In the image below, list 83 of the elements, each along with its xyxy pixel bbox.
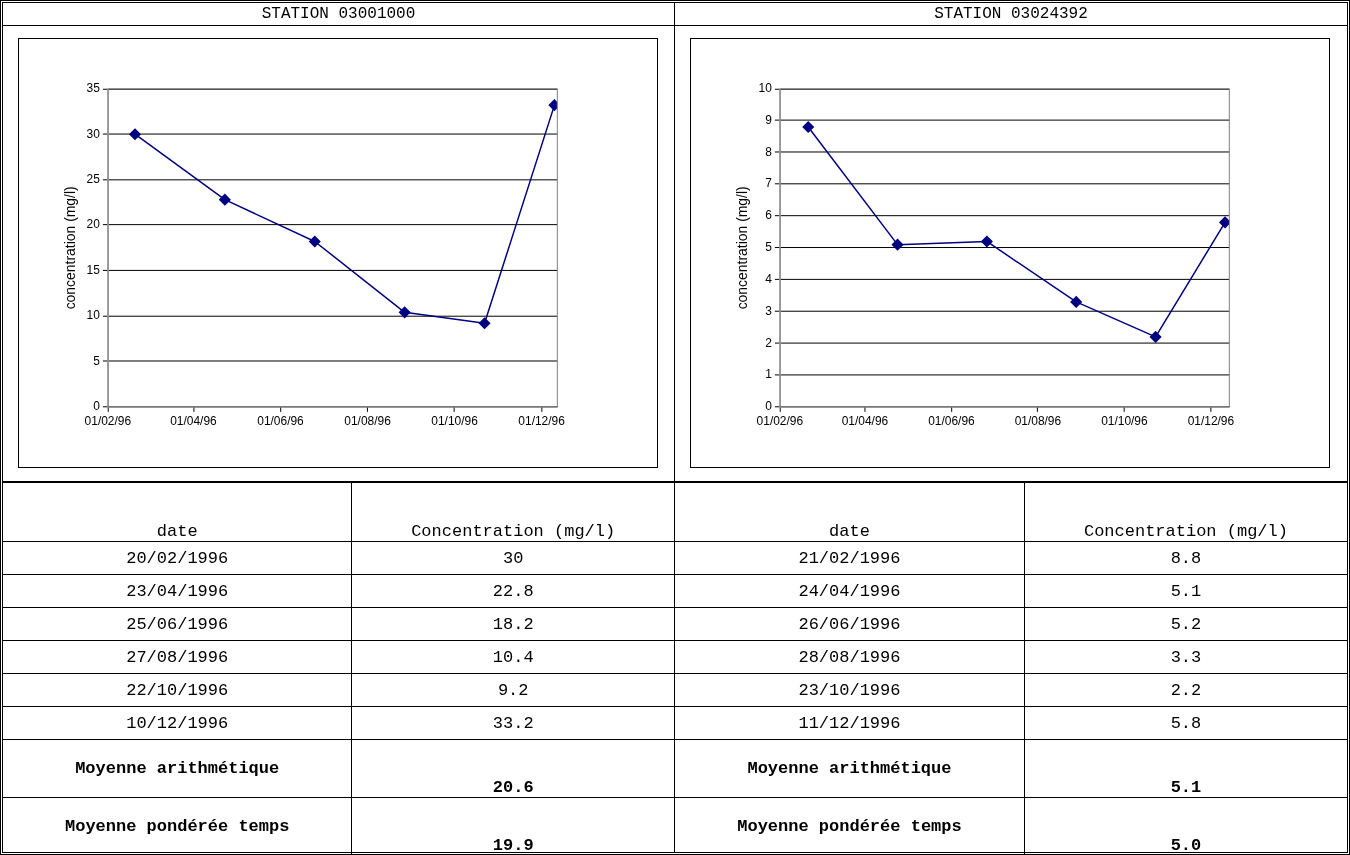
point bbox=[129, 128, 141, 140]
y-tick-label: 10 bbox=[86, 308, 101, 323]
text: 5.1 bbox=[1024, 739, 1347, 798]
x-tick-label: 01/10/96 bbox=[431, 414, 479, 429]
text: 27/08/1996 bbox=[3, 640, 352, 674]
text: Moyenne arithmétique bbox=[3, 739, 352, 798]
text: 8.8 bbox=[1024, 541, 1347, 575]
y-axis-title: concentration (mg/l) bbox=[62, 186, 79, 310]
point bbox=[219, 193, 231, 206]
text: 26/06/1996 bbox=[675, 607, 1025, 641]
point bbox=[981, 235, 993, 248]
text: 28/08/1996 bbox=[675, 640, 1025, 674]
y-tick-label: 8 bbox=[765, 144, 773, 159]
x-tick-label: 01/02/96 bbox=[756, 414, 804, 429]
text: 25/06/1996 bbox=[3, 607, 352, 641]
y-axis-title: concentration (mg/l) bbox=[734, 186, 751, 310]
x-tick-label: 01/04/96 bbox=[170, 414, 218, 429]
text: 22.8 bbox=[351, 574, 674, 608]
point bbox=[548, 99, 558, 111]
x-tick-label: 01/12/96 bbox=[1187, 414, 1235, 429]
x-tick-label: 01/06/96 bbox=[257, 414, 305, 429]
text: 20/02/1996 bbox=[3, 541, 352, 575]
x-tick-label: 01/04/96 bbox=[841, 414, 889, 429]
x-tick-label: 01/08/96 bbox=[344, 414, 392, 429]
point bbox=[478, 317, 491, 329]
text: 23/10/1996 bbox=[675, 673, 1025, 707]
text: date bbox=[675, 482, 1025, 542]
chart-title: STATION 03001000 bbox=[3, 3, 674, 26]
x-tick-label: 01/10/96 bbox=[1101, 414, 1149, 429]
y-tick-label: 10 bbox=[758, 81, 773, 96]
point bbox=[398, 306, 411, 319]
x-tick-label: 01/08/96 bbox=[1014, 414, 1062, 429]
y-tick-label: 25 bbox=[86, 171, 101, 186]
y-tick-label: 30 bbox=[86, 126, 101, 141]
text: 19.9 bbox=[351, 797, 674, 855]
y-tick-label: 4 bbox=[765, 271, 773, 286]
x-tick-label: 01/12/96 bbox=[518, 414, 566, 429]
y-tick-label: 3 bbox=[765, 303, 773, 318]
text: 10.4 bbox=[351, 640, 674, 674]
y-tick-label: 35 bbox=[86, 81, 101, 96]
y-tick-label: 7 bbox=[765, 176, 773, 191]
text: 18.2 bbox=[351, 607, 674, 641]
y-tick-label: 15 bbox=[86, 262, 101, 277]
y-tick-label: 2 bbox=[765, 335, 773, 350]
text: Moyenne pondérée temps bbox=[3, 797, 352, 855]
point bbox=[1070, 296, 1082, 308]
text: 2.2 bbox=[1024, 673, 1347, 707]
text: 10/12/1996 bbox=[3, 706, 352, 740]
text: Concentration (mg/l) bbox=[351, 482, 674, 542]
point bbox=[309, 235, 321, 248]
y-tick-label: 0 bbox=[93, 399, 101, 414]
text: Concentration (mg/l) bbox=[1024, 482, 1347, 542]
y-tick-label: 6 bbox=[765, 208, 773, 223]
y-tick-label: 20 bbox=[86, 217, 101, 232]
chart-title: STATION 03024392 bbox=[675, 3, 1347, 26]
text: 3.3 bbox=[1024, 640, 1347, 674]
text: 23/04/1996 bbox=[3, 574, 352, 608]
point bbox=[1219, 216, 1230, 229]
text: 5.2 bbox=[1024, 607, 1347, 641]
text: 5.0 bbox=[1024, 797, 1347, 855]
x-tick-label: 01/06/96 bbox=[928, 414, 976, 429]
point bbox=[891, 238, 904, 251]
text: 11/12/1996 bbox=[675, 706, 1025, 740]
y-tick-label: 5 bbox=[765, 240, 773, 255]
text: date bbox=[3, 482, 352, 542]
text: 5.8 bbox=[1024, 706, 1347, 740]
y-tick-label: 9 bbox=[765, 112, 773, 127]
text: 22/10/1996 bbox=[3, 673, 352, 707]
text: 9.2 bbox=[351, 673, 674, 707]
text: 24/04/1996 bbox=[675, 574, 1025, 608]
text: 20.6 bbox=[351, 739, 674, 798]
y-tick-label: 5 bbox=[93, 353, 101, 368]
text: 30 bbox=[351, 541, 674, 575]
text: 5.1 bbox=[1024, 574, 1347, 608]
y-tick-label: 1 bbox=[765, 367, 773, 382]
text: Moyenne arithmétique bbox=[675, 739, 1025, 798]
text: 21/02/1996 bbox=[675, 541, 1025, 575]
text: 33.2 bbox=[351, 706, 674, 740]
x-tick-label: 01/02/96 bbox=[84, 414, 132, 429]
y-tick-label: 0 bbox=[765, 399, 773, 414]
point bbox=[1149, 331, 1162, 343]
text: Moyenne pondérée temps bbox=[675, 797, 1025, 855]
point bbox=[802, 121, 814, 133]
